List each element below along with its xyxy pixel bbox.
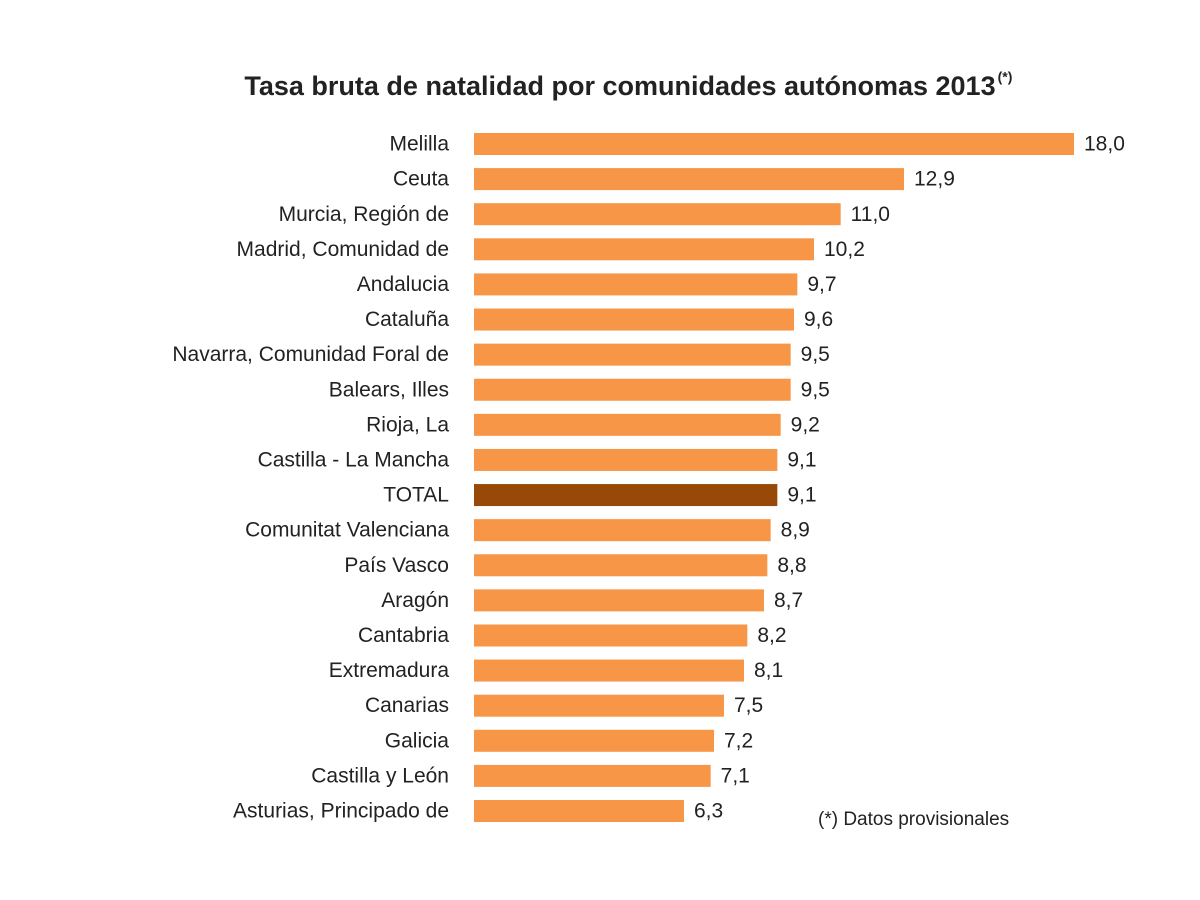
value-label: 11,0 [851,203,890,226]
category-label: Galicia [385,729,450,752]
value-label: 9,5 [801,343,830,366]
category-label: Balears, Illes [329,378,449,401]
value-label: 6,3 [694,800,723,823]
category-label: Navarra, Comunidad Foral de [172,343,449,366]
value-label: 10,2 [824,238,865,261]
bar [474,308,794,331]
bar [474,413,781,436]
chart-title: Tasa bruta de natalidad por comunidades … [244,71,995,101]
value-label: 9,6 [804,308,833,331]
value-label: 8,8 [777,554,806,577]
value-label: 9,5 [801,378,830,401]
category-label: TOTAL [383,484,449,507]
bar [474,729,714,752]
bar [474,133,1074,155]
category-label: Murcia, Región de [279,203,449,226]
category-label: Cantabria [358,624,449,647]
footnote: (*) Datos provisionales [818,809,1009,830]
bar [474,589,764,612]
bar [474,800,684,822]
bar [474,764,711,787]
bar [474,484,778,507]
bar [474,168,904,191]
value-label: 7,5 [734,694,763,717]
bar [474,519,771,542]
category-label: Castilla y León [311,764,449,787]
value-label: 7,1 [721,764,750,787]
bar [474,554,768,577]
value-label: 9,7 [807,273,836,296]
category-label: Madrid, Comunidad de [237,238,449,261]
value-label: 9,2 [791,413,820,436]
bar [474,448,778,471]
value-label: 18,0 [1084,133,1125,156]
value-label: 9,1 [787,448,816,471]
category-label: Comunitat Valenciana [245,519,449,542]
bar [474,273,798,296]
value-label: 8,1 [754,659,783,682]
value-label: 8,2 [757,624,786,647]
bar [474,203,841,226]
value-label: 12,9 [914,168,955,191]
category-label: Melilla [389,133,449,156]
value-label: 9,1 [787,484,816,507]
category-label: País Vasco [344,554,449,577]
bar [474,378,791,401]
bar [474,238,814,261]
category-label: Rioja, La [366,413,449,436]
category-label: Ceuta [393,168,449,191]
category-label: Extremadura [329,659,450,682]
bar [474,694,724,717]
value-label: 8,7 [774,589,803,612]
category-label: Canarias [365,694,449,717]
bar [474,659,744,682]
category-label: Castilla - La Mancha [258,448,450,471]
value-label: 8,9 [781,519,810,542]
title-superscript: (*) [998,69,1013,85]
bar [474,343,791,366]
value-label: 7,2 [724,729,753,752]
category-label: Aragón [381,589,449,612]
category-label: Cataluña [365,308,449,331]
bar [474,624,748,647]
category-label: Asturias, Principado de [233,800,449,823]
category-label: Andalucia [357,273,450,296]
